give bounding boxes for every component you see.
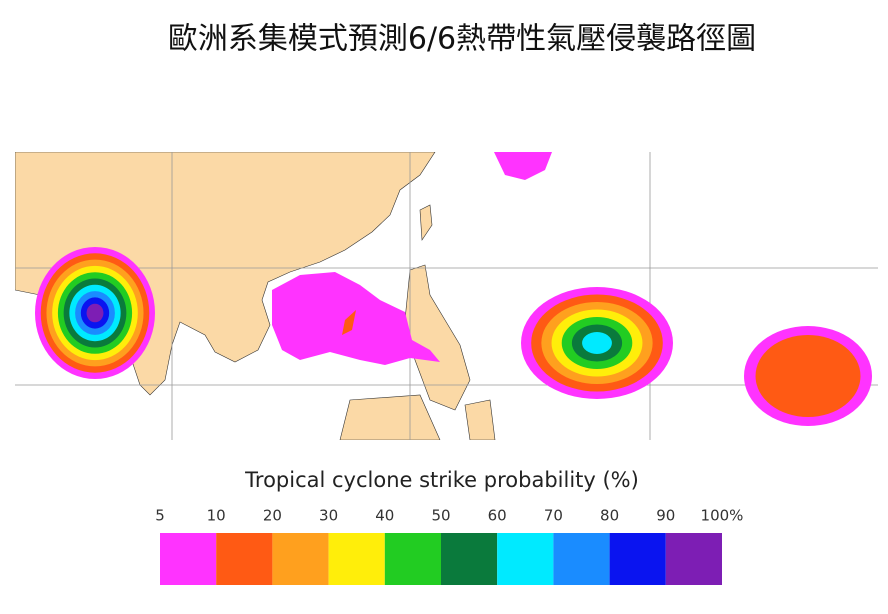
colorbar-box bbox=[665, 533, 722, 585]
title: 歐洲系集模式預測6/6熱帶性氣壓侵襲路徑圖 bbox=[168, 22, 756, 57]
colorbar-label: 30 bbox=[319, 507, 338, 525]
colorbar-label: 10 bbox=[207, 507, 226, 525]
colorbar-label: 80 bbox=[600, 507, 619, 525]
colorbar-label: 5 bbox=[155, 507, 165, 525]
probability-area bbox=[494, 152, 552, 180]
colorbar-label: 50 bbox=[431, 507, 450, 525]
grid bbox=[15, 152, 878, 440]
legend-title: Tropical cyclone strike probability (%) bbox=[244, 468, 639, 492]
colorbar: 5 10 20 30 40 50 60 70 80 90 100% bbox=[155, 507, 744, 585]
probability-areas bbox=[35, 152, 872, 426]
probability-ring bbox=[86, 303, 104, 323]
colorbar-box bbox=[160, 533, 217, 585]
colorbar-label: 100% bbox=[701, 507, 744, 525]
colorbar-box bbox=[272, 533, 329, 585]
colorbar-box bbox=[609, 533, 666, 585]
island bbox=[464, 399, 496, 440]
colorbar-box bbox=[441, 533, 498, 585]
probability-ring bbox=[582, 332, 612, 354]
map bbox=[15, 152, 878, 440]
colorbar-box bbox=[384, 533, 441, 585]
colorbar-label: 20 bbox=[263, 507, 282, 525]
island bbox=[339, 394, 441, 440]
colorbar-label: 70 bbox=[544, 507, 563, 525]
probability-area bbox=[272, 272, 440, 365]
probability-ring bbox=[755, 335, 861, 417]
probability-area bbox=[342, 310, 356, 335]
colorbar-label: 90 bbox=[656, 507, 675, 525]
colorbar-box bbox=[328, 533, 385, 585]
colorbar-box bbox=[553, 533, 610, 585]
colorbar-label: 60 bbox=[488, 507, 507, 525]
colorbar-label: 40 bbox=[375, 507, 394, 525]
colorbar-box bbox=[497, 533, 554, 585]
island bbox=[419, 204, 433, 241]
colorbar-box bbox=[216, 533, 273, 585]
